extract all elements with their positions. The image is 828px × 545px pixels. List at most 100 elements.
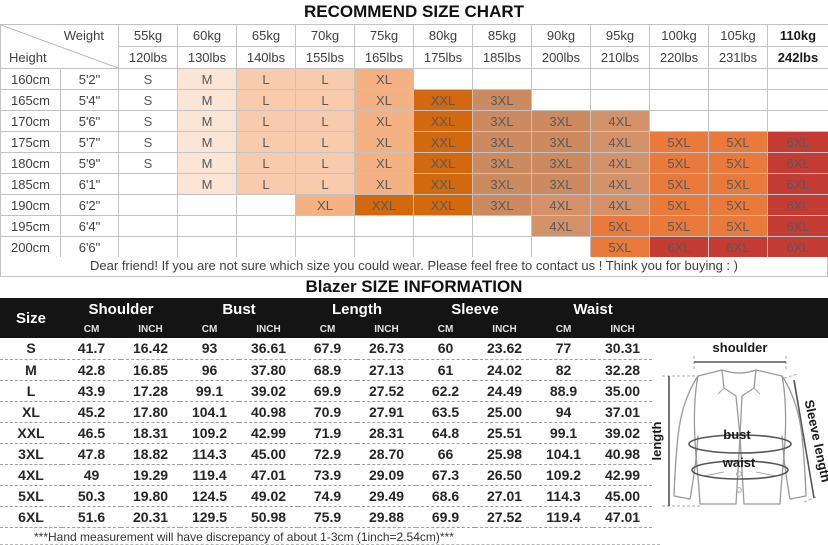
size-cell: 4XL — [590, 110, 650, 132]
size-cell: 4XL — [590, 194, 650, 216]
measurement-value-cell: 109.2 — [534, 464, 594, 486]
measurement-value-cell: 93 — [180, 338, 240, 360]
size-cell: M — [177, 152, 237, 174]
measurement-value-cell: 32.28 — [593, 359, 653, 381]
measurement-value-cell: 17.80 — [121, 401, 181, 423]
empty-size-cell — [590, 89, 650, 111]
measurement-value-cell: 94 — [534, 401, 594, 423]
size-cell: 6XL — [649, 236, 709, 258]
measurement-value-cell: 28.70 — [357, 443, 417, 465]
height-cm-cell: 170cm — [0, 110, 61, 132]
empty-size-cell — [708, 89, 768, 111]
empty-size-cell — [708, 68, 768, 90]
size-cell: XXL — [354, 194, 414, 216]
size-cell: 3XL — [531, 152, 591, 174]
measurement-value-cell: 88.9 — [534, 380, 594, 402]
size-cell: S — [118, 89, 178, 111]
measurement-value-cell: 42.8 — [62, 359, 121, 381]
size-info-row: 5XL 50.3 19.80 124.5 49.02 74.9 29.49 68.6 27.01… — [0, 485, 653, 507]
height-cm-cell: 175cm — [0, 131, 61, 153]
weight-kg-header: 100kg — [649, 24, 709, 47]
size-info-row: XXL 46.5 18.31 109.2 42.99 71.9 28.31 64.8 25.51… — [0, 422, 653, 444]
measurement-value-cell: 124.5 — [180, 485, 240, 507]
size-cell: 5XL — [708, 173, 768, 195]
weight-lbs-header: 220lbs — [649, 46, 709, 69]
size-name-cell: S — [0, 338, 62, 360]
size-cell: XXL — [413, 173, 473, 195]
measure-group-header: Sleeve — [416, 298, 535, 320]
size-cell: 6XL — [767, 131, 828, 153]
size-info-row: 3XL 47.8 18.82 114.3 45.00 72.9 28.70 66 25.98 10… — [0, 443, 653, 465]
weight-kg-header: 70kg — [295, 24, 355, 47]
recommend-size-table: Weight Height 55kg 60kg 65kg 70kg 75kg 80kg 85kg… — [0, 24, 828, 258]
size-name-cell: 3XL — [0, 443, 62, 465]
corner-weight-label: Weight — [63, 28, 104, 43]
measurement-value-cell: 67.3 — [416, 464, 476, 486]
measurement-value-cell: 27.91 — [357, 401, 417, 423]
size-cell: XL — [354, 68, 414, 90]
height-cm-cell: 180cm — [0, 152, 61, 174]
size-info-table: Size Shoulder Bust Length Sleeve Waist CM INCH C… — [0, 298, 653, 528]
height-ft-cell: 6'1" — [60, 173, 119, 195]
measurement-value-cell: 43.9 — [62, 380, 121, 402]
measurement-value-cell: 25.51 — [475, 422, 535, 444]
measurement-value-cell: 50.3 — [62, 485, 121, 507]
measurement-value-cell: 51.6 — [62, 506, 121, 528]
weight-kg-header: 95kg — [590, 24, 650, 47]
height-ft-cell: 6'6" — [60, 236, 119, 258]
measurement-value-cell: 104.1 — [534, 443, 594, 465]
empty-size-cell — [767, 89, 828, 111]
size-cell: 5XL — [649, 131, 709, 153]
measurement-value-cell: 68.9 — [298, 359, 358, 381]
size-cell: 6XL — [708, 236, 768, 258]
size-cell: 5XL — [708, 215, 768, 237]
measurement-value-cell: 29.88 — [357, 506, 417, 528]
measurement-value-cell: 82 — [534, 359, 594, 381]
unit-cm-header: CM — [534, 320, 594, 338]
weight-lbs-header: 140lbs — [236, 46, 296, 69]
measure-group-header: Length — [298, 298, 417, 320]
measurement-value-cell: 37.01 — [593, 401, 653, 423]
empty-size-cell — [472, 236, 532, 258]
blazer-measurement-diagram: shoulder length Sleeve length — [649, 336, 828, 532]
measurement-value-cell: 39.02 — [593, 422, 653, 444]
size-cell: 4XL — [590, 173, 650, 195]
measurement-value-cell: 114.3 — [180, 443, 240, 465]
height-ft-cell: 6'2" — [60, 194, 119, 216]
empty-size-cell — [649, 68, 709, 90]
measurement-value-cell: 114.3 — [534, 485, 594, 507]
size-cell: 4XL — [590, 131, 650, 153]
empty-size-cell — [236, 215, 296, 237]
weight-lbs-header: 210lbs — [590, 46, 650, 69]
measurement-value-cell: 25.98 — [475, 443, 535, 465]
measurement-value-cell: 62.2 — [416, 380, 476, 402]
measurement-value-cell: 47.01 — [593, 506, 653, 528]
size-name-cell: 4XL — [0, 464, 62, 486]
empty-size-cell — [413, 236, 473, 258]
measurement-footnote: ***Hand measurement will have discrepanc… — [0, 530, 660, 545]
size-cell: 3XL — [531, 131, 591, 153]
height-row: 185cm 6'1" M L L XL XXL 3XL 3XL 4XL 5XL 5XL 6XL — [0, 173, 828, 195]
waist-label: waist — [722, 455, 756, 470]
size-cell: L — [236, 131, 296, 153]
size-cell: L — [295, 173, 355, 195]
size-cell: 5XL — [590, 215, 650, 237]
height-ft-cell: 5'4" — [60, 89, 119, 111]
size-cell: 3XL — [472, 131, 532, 153]
empty-size-cell — [177, 236, 237, 258]
size-cell: L — [295, 68, 355, 90]
size-cell: L — [236, 173, 296, 195]
size-cell: XL — [354, 131, 414, 153]
empty-size-cell — [295, 236, 355, 258]
measurement-value-cell: 71.9 — [298, 422, 358, 444]
measurement-value-cell: 45.00 — [239, 443, 299, 465]
size-cell: XXL — [413, 110, 473, 132]
measurement-value-cell: 16.42 — [121, 338, 181, 360]
size-cell: 3XL — [472, 173, 532, 195]
measurement-value-cell: 68.6 — [416, 485, 476, 507]
measurement-value-cell: 27.01 — [475, 485, 535, 507]
size-name-cell: 6XL — [0, 506, 62, 528]
size-cell: S — [118, 131, 178, 153]
empty-size-cell — [177, 215, 237, 237]
height-ft-cell: 6'4" — [60, 215, 119, 237]
